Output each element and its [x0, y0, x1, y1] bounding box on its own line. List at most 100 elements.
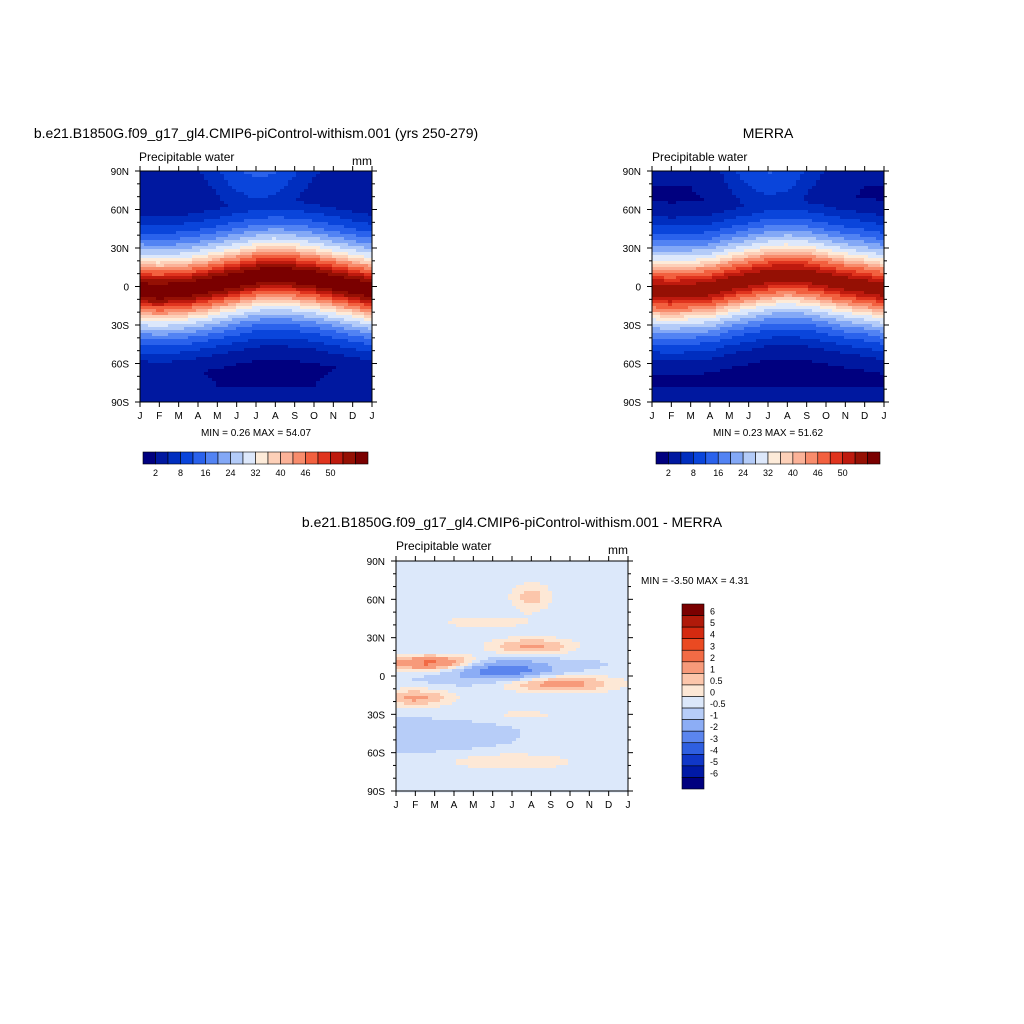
colorbar-label: 8	[691, 468, 696, 478]
colorbar-label: 24	[225, 468, 235, 478]
x-tick-label: A	[451, 800, 458, 811]
colorbar-box	[355, 451, 369, 465]
colorbar-box	[681, 742, 705, 755]
x-tick-label: O	[822, 411, 830, 422]
colorbar-box	[330, 451, 344, 465]
panel-merra-subtitle: Precipitable water	[652, 150, 747, 164]
x-tick-label: M	[174, 411, 182, 422]
x-tick-label: M	[469, 800, 477, 811]
panel-difference-colorbar: 65 43 21 0.5 0-0.5 -1-2 -3-4 -5-6	[681, 603, 726, 790]
panel-merra: MERRA Precipitable water J F M A M J J A S O N D J90…	[623, 125, 889, 478]
x-tick-label: N	[842, 411, 849, 422]
colorbar-box	[280, 451, 294, 465]
colorbar-box	[681, 730, 705, 744]
colorbar-box	[867, 451, 881, 465]
colorbar-box	[155, 451, 169, 465]
panel-merra-colorbar: 2 8 16 24 32 40 46 50	[655, 451, 881, 478]
x-tick-label: J	[138, 411, 143, 422]
y-tick-label: 30S	[111, 321, 129, 332]
colorbar-label: 16	[713, 468, 723, 478]
colorbar-label: -3	[710, 734, 718, 744]
x-tick-label: J	[650, 411, 655, 422]
y-tick-label: 30N	[367, 634, 385, 645]
field-cells	[140, 171, 373, 403]
colorbar-box	[780, 451, 794, 465]
x-tick-label: M	[213, 411, 221, 422]
colorbar-label: 6	[710, 607, 715, 617]
field-cells	[652, 171, 885, 403]
colorbar-box	[681, 603, 705, 616]
panel-model-subtitle: Precipitable water	[139, 150, 234, 164]
colorbar-label: 16	[200, 468, 210, 478]
colorbar-box	[292, 451, 306, 465]
colorbar-box	[681, 626, 705, 639]
y-tick-label: 0	[635, 283, 641, 294]
colorbar-box	[792, 451, 806, 465]
colorbar-box	[655, 451, 669, 465]
colorbar-label: 32	[763, 468, 773, 478]
colorbar-box	[681, 754, 705, 767]
x-tick-label: J	[370, 411, 375, 422]
colorbar-label: 3	[710, 641, 715, 651]
x-tick-label: J	[882, 411, 887, 422]
x-tick-label: J	[490, 800, 495, 811]
x-tick-label: D	[349, 411, 356, 422]
x-tick-label: N	[330, 411, 337, 422]
colorbar-box	[305, 451, 319, 465]
colorbar-label: 1	[710, 664, 715, 674]
x-tick-label: J	[254, 411, 259, 422]
colorbar-box	[767, 451, 781, 465]
y-tick-label: 0	[379, 672, 385, 683]
colorbar-box	[681, 638, 705, 651]
y-tick-label: 60N	[367, 595, 385, 606]
x-tick-label: D	[861, 411, 868, 422]
colorbar-label: -5	[710, 757, 718, 767]
colorbar-box	[317, 451, 331, 465]
colorbar-box	[681, 649, 705, 663]
y-tick-label: 30S	[623, 321, 641, 332]
colorbar-box	[668, 451, 682, 465]
y-tick-label: 60S	[367, 749, 385, 760]
y-tick-label: 30N	[623, 244, 641, 255]
colorbar-label: 0.5	[710, 676, 723, 686]
colorbar-label: -4	[710, 745, 718, 755]
y-tick-label: 30N	[111, 244, 129, 255]
colorbar-box	[693, 451, 707, 465]
colorbar-box	[342, 451, 356, 465]
colorbar-label: 2	[153, 468, 158, 478]
x-tick-label: J	[234, 411, 239, 422]
colorbar-box	[755, 451, 769, 465]
colorbar-label: -2	[710, 722, 718, 732]
colorbar-label: 40	[788, 468, 798, 478]
colorbar-label: 8	[178, 468, 183, 478]
x-tick-label: J	[766, 411, 771, 422]
x-tick-label: O	[310, 411, 318, 422]
colorbar-box	[681, 696, 705, 709]
x-tick-label: M	[686, 411, 694, 422]
colorbar-label: 46	[813, 468, 823, 478]
colorbar-box	[705, 451, 719, 465]
panel-difference-subtitle: Precipitable water	[396, 539, 491, 553]
panel-model-units: mm	[352, 154, 372, 168]
y-tick-label: 90N	[623, 167, 641, 178]
y-tick-label: 90S	[111, 398, 129, 409]
x-tick-label: N	[586, 800, 593, 811]
colorbar-label: 46	[300, 468, 310, 478]
y-tick-label: 60N	[623, 206, 641, 217]
panel-model-stats: MIN = 0.26 MAX = 54.07	[201, 428, 311, 439]
colorbar-label: 4	[710, 630, 715, 640]
panel-difference: b.e21.B1850G.f09_g17_gl4.CMIP6-piControl…	[302, 514, 749, 811]
x-tick-label: J	[626, 800, 631, 811]
colorbar-box	[681, 684, 705, 697]
colorbar-box	[230, 451, 244, 465]
panel-difference-stats: MIN = -3.50 MAX = 4.31	[641, 576, 749, 587]
colorbar-box	[681, 765, 705, 778]
colorbar-box	[681, 615, 705, 628]
colorbar-label: 0	[710, 688, 715, 698]
y-tick-label: 90N	[111, 167, 129, 178]
panel-difference-units: mm	[608, 543, 628, 557]
y-tick-label: 60S	[623, 360, 641, 371]
